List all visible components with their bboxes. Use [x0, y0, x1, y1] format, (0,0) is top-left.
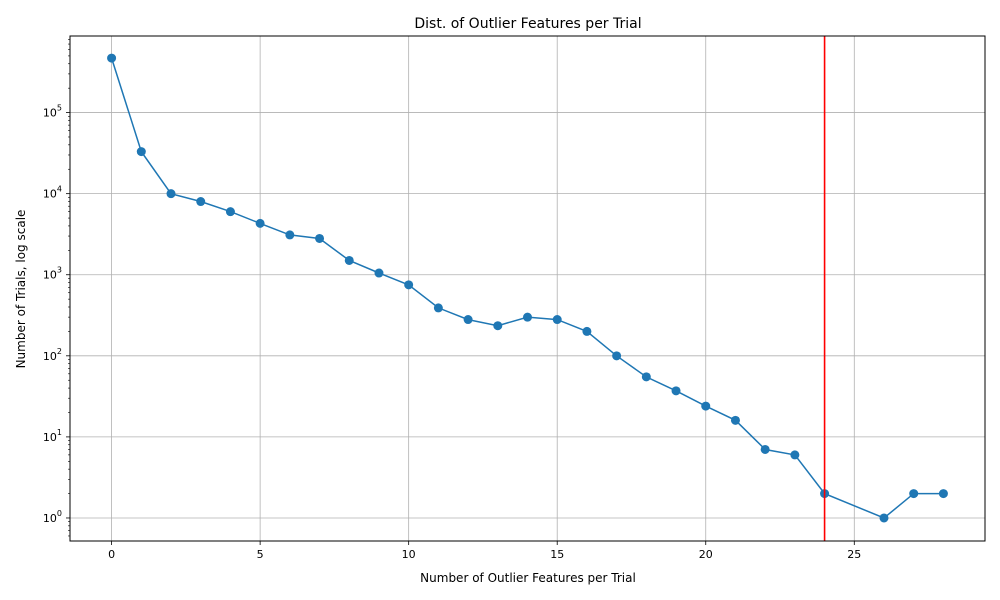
data-point: [641, 372, 651, 382]
y-tick-label: 102: [43, 347, 62, 363]
y-axis: 100 101 102 103 104 105: [43, 39, 70, 537]
y-tick-label: 104: [43, 185, 62, 201]
data-point: [701, 401, 711, 411]
data-point: [344, 255, 354, 265]
data-point: [730, 415, 740, 425]
plot-area: [107, 36, 948, 541]
data-point: [374, 268, 384, 278]
data-point: [760, 444, 770, 454]
x-axis-title: Number of Outlier Features per Trial: [420, 571, 636, 585]
y-tick-label: 100: [43, 509, 62, 525]
y-tick-label: 105: [43, 104, 62, 120]
data-point: [315, 233, 325, 243]
data-point: [404, 280, 414, 290]
data-point: [285, 230, 295, 240]
x-tick-label: 5: [257, 548, 264, 561]
data-point: [523, 312, 532, 322]
data-point: [166, 189, 176, 199]
data-point: [433, 303, 443, 313]
x-tick-label: 0: [108, 548, 115, 561]
x-tick-label: 15: [550, 548, 564, 561]
data-point: [196, 197, 206, 207]
x-axis: 0 5 10 15 20 25: [108, 541, 861, 561]
data-point: [255, 218, 265, 228]
y-axis-title: Number of Trials, log scale: [14, 210, 28, 369]
chart-title: Dist. of Outlier Features per Trial: [414, 16, 641, 32]
series-line: [110, 57, 944, 519]
data-point: [493, 321, 503, 331]
data-point: [612, 351, 622, 361]
data-point: [879, 513, 889, 523]
grid: [70, 36, 985, 541]
data-point: [463, 315, 473, 325]
x-tick-label: 20: [699, 548, 713, 561]
x-tick-label: 25: [847, 548, 861, 561]
data-point: [552, 315, 562, 325]
y-tick-label: 103: [43, 266, 62, 282]
x-tick-label: 10: [402, 548, 416, 561]
data-point: [909, 489, 919, 499]
y-tick-label: 101: [43, 428, 62, 444]
data-point: [582, 326, 592, 336]
data-point: [225, 207, 235, 217]
data-point: [107, 53, 117, 63]
data-point: [671, 386, 681, 396]
data-point: [136, 147, 146, 157]
data-point: [790, 450, 800, 460]
data-point: [938, 489, 948, 499]
plot-frame: [69, 35, 986, 542]
